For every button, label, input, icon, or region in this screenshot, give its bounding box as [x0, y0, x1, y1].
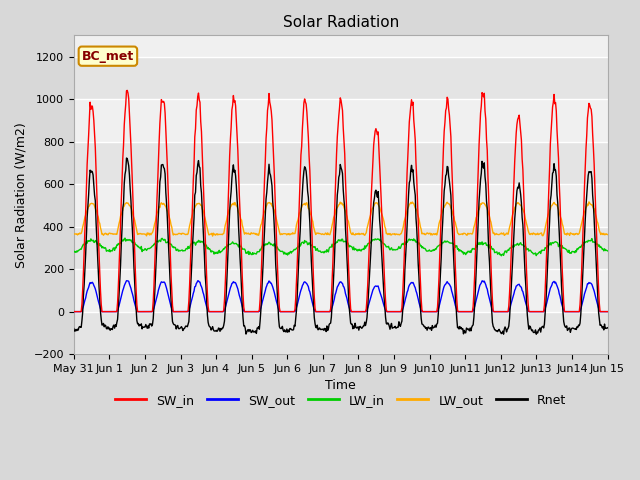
- Legend: SW_in, SW_out, LW_in, LW_out, Rnet: SW_in, SW_out, LW_in, LW_out, Rnet: [110, 389, 572, 412]
- Bar: [74, 227, 607, 269]
- Bar: [74, 312, 607, 354]
- Bar: [74, 142, 607, 184]
- Y-axis label: Solar Radiation (W/m2): Solar Radiation (W/m2): [15, 122, 28, 268]
- Text: BC_met: BC_met: [82, 49, 134, 63]
- Title: Solar Radiation: Solar Radiation: [282, 15, 399, 30]
- Bar: [74, 57, 607, 99]
- X-axis label: Time: Time: [325, 379, 356, 393]
